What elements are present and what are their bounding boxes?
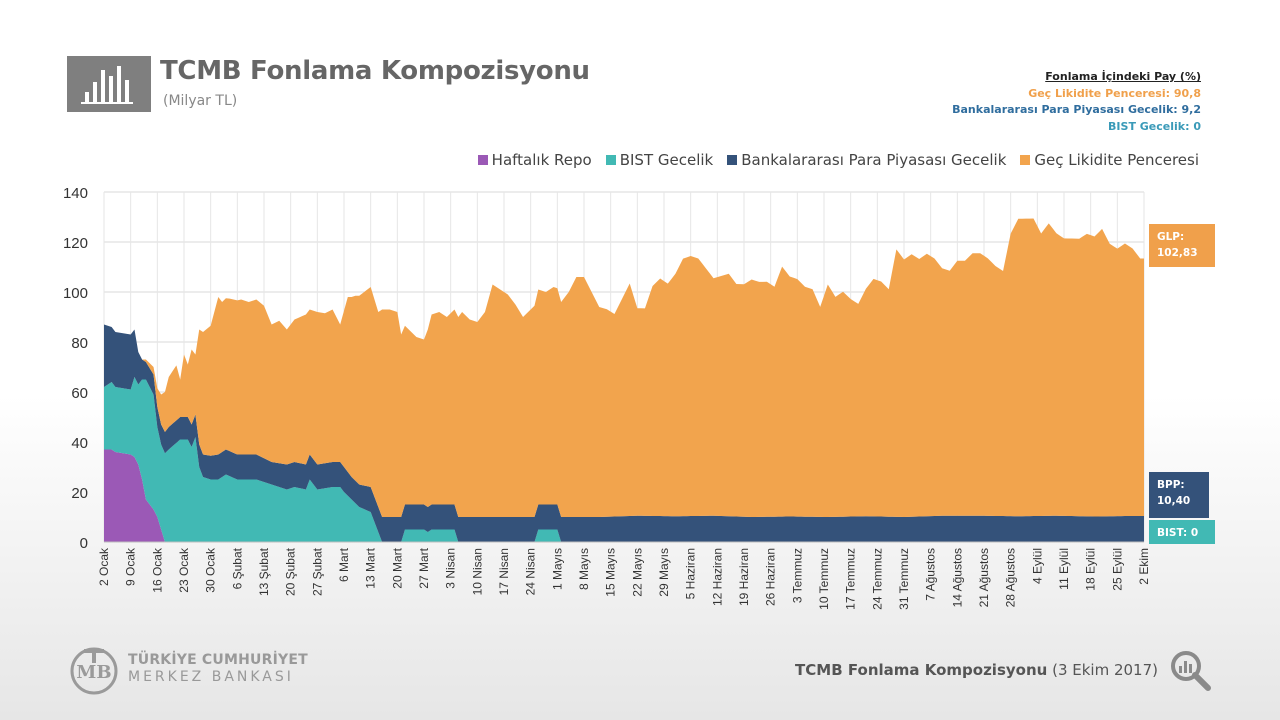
- svg-text:MB: MB: [76, 662, 111, 683]
- x-tick-label: 10 Temmuz: [817, 548, 831, 610]
- bist-value-tag: BIST: 0: [1149, 520, 1215, 544]
- glp-tag-label: GLP:: [1157, 231, 1185, 243]
- x-tick-label: 8 Mayıs: [577, 548, 591, 590]
- series-area-1: [104, 377, 1144, 542]
- legend-item-glp: Geç Likidite Penceresi: [1020, 151, 1199, 169]
- x-tick-label: 6 Mart: [337, 547, 351, 582]
- y-tick-label: 100: [63, 285, 88, 302]
- funding-share-box: Fonlama İçindeki Pay (%) Geç Likidite Pe…: [952, 69, 1201, 135]
- share-bist: BIST Gecelik: 0: [1108, 119, 1201, 133]
- legend-swatch: [605, 155, 616, 165]
- footer-caption: TCMB Fonlama Kompozisyonu (3 Ekim 2017): [795, 661, 1158, 679]
- share-glp: Geç Likidite Penceresi: 90,8: [1028, 86, 1201, 100]
- x-tick-label: 17 Temmuz: [844, 548, 858, 610]
- x-tick-label: 24 Temmuz: [870, 548, 884, 610]
- x-tick-label: 5 Haziran: [684, 548, 698, 599]
- x-tick-label: 22 Mayıs: [630, 548, 644, 597]
- x-tick-label: 13 Şubat: [257, 547, 271, 596]
- x-tick-label: 2 Ocak: [97, 547, 111, 586]
- bpp-tag-label: BPP:: [1157, 479, 1185, 491]
- x-tick-label: 23 Ocak: [177, 547, 191, 593]
- x-tick-label: 30 Ocak: [204, 547, 218, 593]
- x-tick-label: 13 Mart: [364, 547, 378, 588]
- x-tick-label: 16 Ocak: [150, 547, 164, 593]
- share-bpp: Bankalararası Para Piyasası Gecelik: 9,2: [952, 103, 1201, 116]
- page-subtitle: (Milyar TL): [163, 93, 238, 109]
- y-tick-label: 140: [63, 185, 88, 202]
- x-tick-label: 2 Ekim: [1137, 548, 1151, 585]
- x-tick-label: 27 Mart: [417, 547, 431, 588]
- x-tick-label: 18 Eylül: [1084, 548, 1098, 591]
- legend-label: Geç Likidite Penceresi: [1034, 151, 1199, 169]
- x-tick-label: 12 Haziran: [710, 548, 724, 606]
- chart-legend: Haftalık Repo BIST Gecelik Bankalararası…: [477, 151, 1199, 169]
- magnifier-chart-icon: [1168, 648, 1212, 692]
- tcmb-logo: MB: [68, 645, 120, 697]
- bank-name-line1: TÜRKİYE CUMHURİYET: [128, 652, 308, 668]
- x-tick-label: 3 Nisan: [444, 548, 458, 589]
- footer-caption-date: (3 Ekim 2017): [1052, 661, 1158, 679]
- legend-label: BIST Gecelik: [619, 151, 714, 169]
- y-tick-label: 20: [71, 485, 88, 502]
- x-tick-label: 10 Nisan: [470, 548, 484, 595]
- x-tick-label: 27 Şubat: [310, 547, 324, 596]
- legend-item-bpp-gecelik: Bankalararası Para Piyasası Gecelik: [727, 151, 1006, 169]
- x-tick-label: 6 Şubat: [230, 547, 244, 589]
- x-tick-label: 21 Ağustos: [977, 548, 991, 607]
- x-tick-label: 19 Haziran: [737, 548, 751, 606]
- bpp-value-tag: BPP: 10,40: [1149, 472, 1209, 518]
- x-tick-label: 3 Temmuz: [790, 548, 804, 603]
- legend-label: Bankalararası Para Piyasası Gecelik: [741, 151, 1007, 169]
- x-tick-label: 4 Eylül: [1030, 548, 1044, 584]
- x-tick-label: 28 Ağustos: [1004, 548, 1018, 607]
- y-tick-label: 0: [80, 535, 88, 552]
- footer-caption-title: TCMB Fonlama Kompozisyonu: [795, 661, 1048, 679]
- legend-swatch: [727, 155, 738, 165]
- legend-swatch: [477, 155, 488, 165]
- y-tick-label: 80: [71, 335, 88, 352]
- legend-swatch: [1020, 155, 1031, 165]
- series-area-2: [104, 324, 1144, 542]
- x-tick-label: 25 Eylül: [1110, 548, 1124, 591]
- y-tick-label: 60: [71, 385, 88, 402]
- x-tick-label: 31 Temmuz: [897, 548, 911, 610]
- legend-item-bist-gecelik: BIST Gecelik: [605, 151, 714, 169]
- bank-name-line2: MERKEZ BANKASI: [128, 669, 294, 685]
- series-area-3: [104, 218, 1144, 518]
- chart-bars-icon: [67, 56, 151, 112]
- legend-item-haftalik-repo: Haftalık Repo: [477, 151, 592, 169]
- legend-label: Haftalık Repo: [491, 151, 592, 169]
- x-tick-label: 26 Haziran: [764, 548, 778, 606]
- glp-value-tag: GLP: 102,83: [1149, 224, 1215, 267]
- glp-tag-value: 102,83: [1157, 247, 1198, 259]
- y-tick-label: 40: [71, 435, 88, 452]
- x-tick-label: 24 Nisan: [524, 548, 538, 595]
- x-tick-label: 15 Mayıs: [604, 548, 618, 597]
- x-tick-label: 20 Şubat: [284, 547, 298, 596]
- x-tick-label: 17 Nisan: [497, 548, 511, 595]
- x-tick-label: 9 Ocak: [124, 547, 138, 586]
- page-title: TCMB Fonlama Kompozisyonu: [160, 56, 590, 86]
- x-tick-label: 14 Ağustos: [950, 548, 964, 607]
- x-tick-label: 29 Mayıs: [657, 548, 671, 597]
- bpp-tag-value: 10,40: [1157, 495, 1191, 507]
- x-tick-label: 20 Mart: [390, 547, 404, 588]
- y-tick-label: 120: [63, 235, 88, 252]
- x-tick-label: 11 Eylül: [1057, 548, 1071, 590]
- share-heading: Fonlama İçindeki Pay (%): [1045, 70, 1201, 83]
- x-tick-label: 1 Mayıs: [550, 548, 564, 590]
- x-tick-label: 7 Ağustos: [924, 548, 938, 601]
